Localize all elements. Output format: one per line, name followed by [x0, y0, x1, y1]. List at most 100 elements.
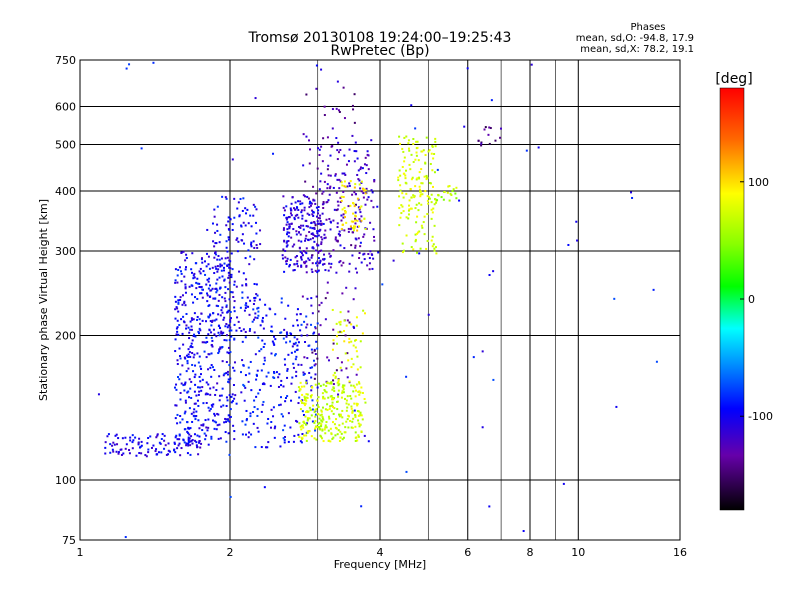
data-point — [278, 373, 281, 376]
data-point — [324, 432, 327, 435]
data-point — [217, 313, 220, 316]
data-point — [254, 353, 257, 356]
data-point — [342, 329, 345, 332]
data-point — [255, 221, 258, 224]
data-point — [488, 274, 491, 277]
data-point — [218, 423, 221, 426]
data-point — [282, 429, 285, 432]
data-point — [352, 108, 355, 111]
x-tick-label: 1 — [77, 546, 84, 559]
data-point — [209, 366, 212, 369]
data-point — [299, 200, 302, 203]
data-point — [331, 401, 334, 404]
data-point — [213, 414, 216, 417]
y-tick-label: 600 — [55, 101, 76, 114]
data-point — [306, 357, 309, 360]
data-point — [356, 229, 359, 232]
data-point — [324, 408, 327, 411]
data-point — [252, 318, 255, 321]
x-tick-label: 6 — [464, 546, 471, 559]
data-point — [262, 327, 265, 330]
data-point — [185, 444, 188, 447]
data-point — [283, 270, 286, 273]
data-point — [311, 209, 314, 212]
data-point — [333, 390, 336, 393]
data-point — [228, 351, 231, 354]
data-point — [226, 264, 229, 267]
data-point — [279, 445, 282, 448]
data-point — [414, 238, 417, 241]
data-point — [354, 267, 357, 270]
data-point — [199, 365, 202, 368]
data-point — [303, 320, 306, 323]
data-point — [332, 249, 335, 252]
data-point — [285, 205, 288, 208]
data-point — [294, 214, 297, 217]
data-point — [243, 242, 246, 245]
data-point — [202, 402, 205, 405]
data-point — [280, 331, 283, 334]
data-point — [313, 437, 316, 440]
data-point — [305, 381, 308, 384]
data-point — [248, 431, 251, 434]
data-point — [252, 240, 255, 243]
data-point — [216, 223, 219, 226]
data-point — [152, 444, 155, 447]
data-point — [424, 190, 427, 193]
data-point — [194, 296, 197, 299]
data-point — [287, 235, 290, 238]
data-point — [402, 196, 405, 199]
data-point — [358, 183, 361, 186]
data-point — [221, 360, 224, 363]
data-point — [299, 250, 302, 253]
data-point — [313, 220, 316, 223]
data-point — [354, 439, 357, 442]
data-point — [187, 436, 190, 439]
data-point — [213, 256, 216, 259]
data-point — [227, 380, 230, 383]
data-point — [307, 239, 310, 242]
data-point — [210, 435, 213, 438]
data-point — [290, 351, 293, 354]
data-point — [399, 216, 402, 219]
data-point — [425, 247, 428, 250]
data-point — [415, 221, 418, 224]
data-point — [303, 372, 306, 375]
data-point — [203, 350, 206, 353]
data-point — [192, 274, 195, 277]
data-point — [238, 214, 241, 217]
data-point — [343, 247, 346, 250]
data-point — [248, 263, 251, 266]
data-point — [315, 438, 318, 441]
data-point — [370, 189, 373, 192]
data-point — [187, 326, 190, 329]
data-point — [434, 137, 437, 140]
data-point — [207, 418, 210, 421]
data-point — [404, 174, 407, 177]
data-point — [208, 304, 211, 307]
data-point — [228, 274, 231, 277]
data-point — [213, 427, 216, 430]
data-point — [414, 233, 417, 236]
data-point — [218, 258, 221, 261]
data-point — [364, 401, 367, 404]
data-point — [340, 228, 343, 231]
data-point — [487, 133, 490, 136]
data-point — [341, 438, 344, 441]
data-point — [232, 296, 235, 299]
data-point — [317, 423, 320, 426]
data-point — [434, 145, 437, 148]
data-point — [249, 360, 252, 363]
data-point — [188, 378, 191, 381]
data-point — [212, 240, 215, 243]
data-point — [191, 252, 194, 255]
data-point — [360, 414, 363, 417]
data-point — [198, 327, 201, 330]
data-point — [220, 332, 223, 335]
data-point — [187, 396, 190, 399]
data-point — [310, 304, 313, 307]
data-point — [331, 421, 334, 424]
data-point — [243, 384, 246, 387]
data-point — [181, 303, 184, 306]
data-point — [258, 350, 261, 353]
